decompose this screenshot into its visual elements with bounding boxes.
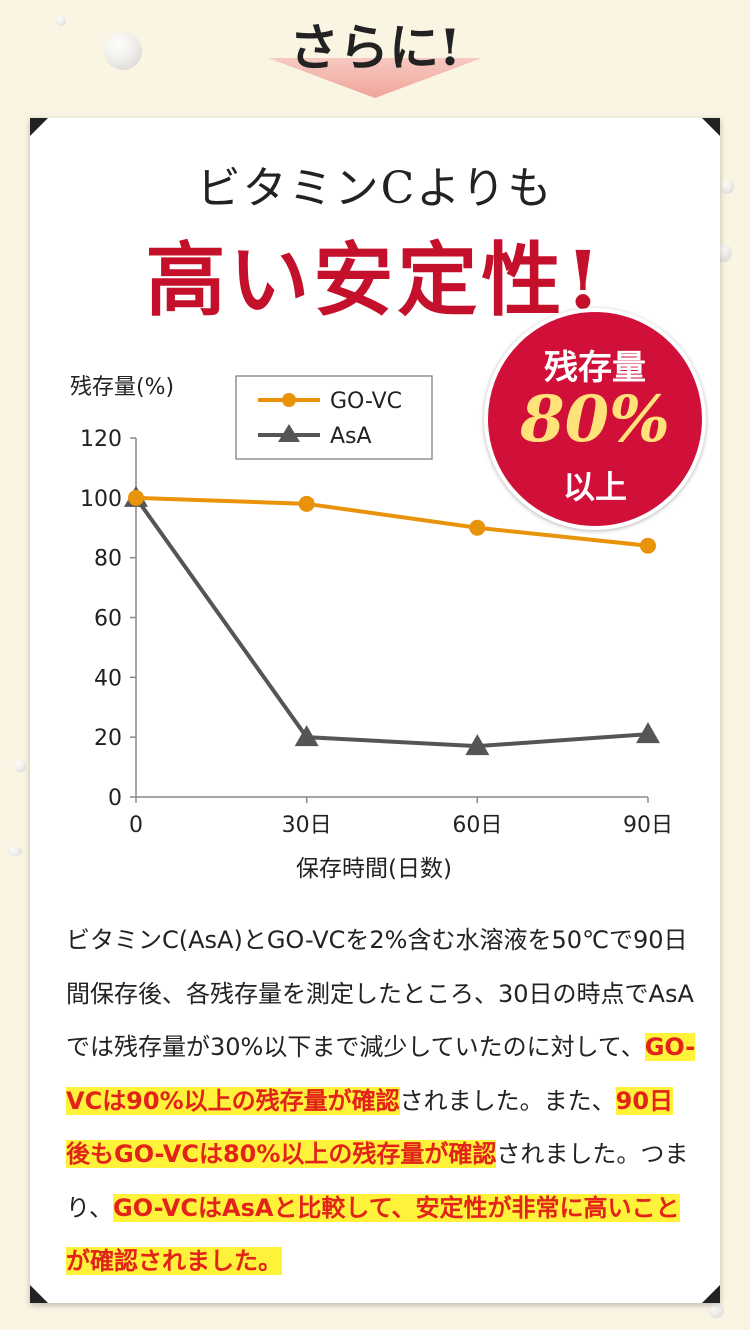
y-tick-label: 100 <box>80 487 122 512</box>
bubble-decoration <box>720 180 734 194</box>
x-axis-label: 保存時間(日数) <box>296 856 452 882</box>
retention-badge: 残存量 80% 以上 <box>484 308 706 530</box>
data-point-asa <box>294 725 319 747</box>
y-tick-label: 20 <box>94 726 122 751</box>
y-tick-label: 0 <box>108 786 122 811</box>
badge-top-text: 残存量 <box>544 348 646 388</box>
bubble-decoration <box>104 32 142 70</box>
data-point-asa <box>636 722 660 744</box>
highlighted-text: GO-VCはAsAと比較して、安定性が非常に高いことが確認されました。 <box>66 1193 680 1275</box>
bubble-decoration <box>14 760 26 772</box>
legend-box <box>235 375 433 460</box>
data-point-go-vc <box>298 495 315 512</box>
x-tick-label: 0 <box>129 813 143 838</box>
corner-decoration <box>30 118 48 136</box>
legend-label-asa: AsA <box>330 424 372 449</box>
data-point-go-vc <box>640 537 656 554</box>
description-segment: されました。つまり、 <box>66 1140 689 1222</box>
y-tick-label: 40 <box>94 666 122 691</box>
description-segment: ビタミンC(AsA)とGO-VCを2%含む水溶液を50℃で90日間保存後、各残存… <box>66 926 694 1061</box>
legend-marker-asa <box>278 424 300 442</box>
x-tick-label: 60日 <box>452 813 502 838</box>
legend-marker-go-vc <box>282 393 296 407</box>
y-tick-label: 60 <box>94 607 122 632</box>
corner-decoration <box>702 118 720 136</box>
badge-value: 80% <box>520 382 670 457</box>
badge-bottom-text: 以上 <box>562 468 627 506</box>
y-axis-label: 残存量(%) <box>70 375 174 400</box>
legend-label-go-vc: GO-VC <box>330 389 402 414</box>
y-tick-label: 120 <box>80 427 122 452</box>
data-point-go-vc <box>469 519 486 536</box>
corner-decoration <box>702 1285 720 1303</box>
subtitle: ビタミンCよりも <box>196 163 554 214</box>
description-segment: されました。また、 <box>399 1086 616 1115</box>
headline: 高い安定性! <box>145 233 605 327</box>
description-text: ビタミンC(AsA)とGO-VCを2%含む水溶液を50℃で90日間保存後、各残存… <box>66 914 696 1289</box>
line-chart: 残存量(%) 保存時間(日数) 0 20 40 60 80 100 120 0 30日 60日 90… <box>70 375 673 882</box>
data-point-asa <box>465 734 490 756</box>
bubble-decoration <box>708 1302 724 1318</box>
header-arrow <box>268 58 482 98</box>
bubble-decoration <box>8 846 22 856</box>
data-point-go-vc <box>128 489 144 506</box>
corner-decoration <box>30 1285 48 1303</box>
series-line-asa <box>134 496 649 749</box>
header-text: さらに! <box>289 18 461 77</box>
bubble-decoration <box>56 16 66 26</box>
series-line-go-vc <box>135 495 649 548</box>
y-tick-label: 80 <box>94 547 122 572</box>
x-tick-label: 90日 <box>623 813 673 838</box>
x-tick-label: 30日 <box>282 813 332 838</box>
